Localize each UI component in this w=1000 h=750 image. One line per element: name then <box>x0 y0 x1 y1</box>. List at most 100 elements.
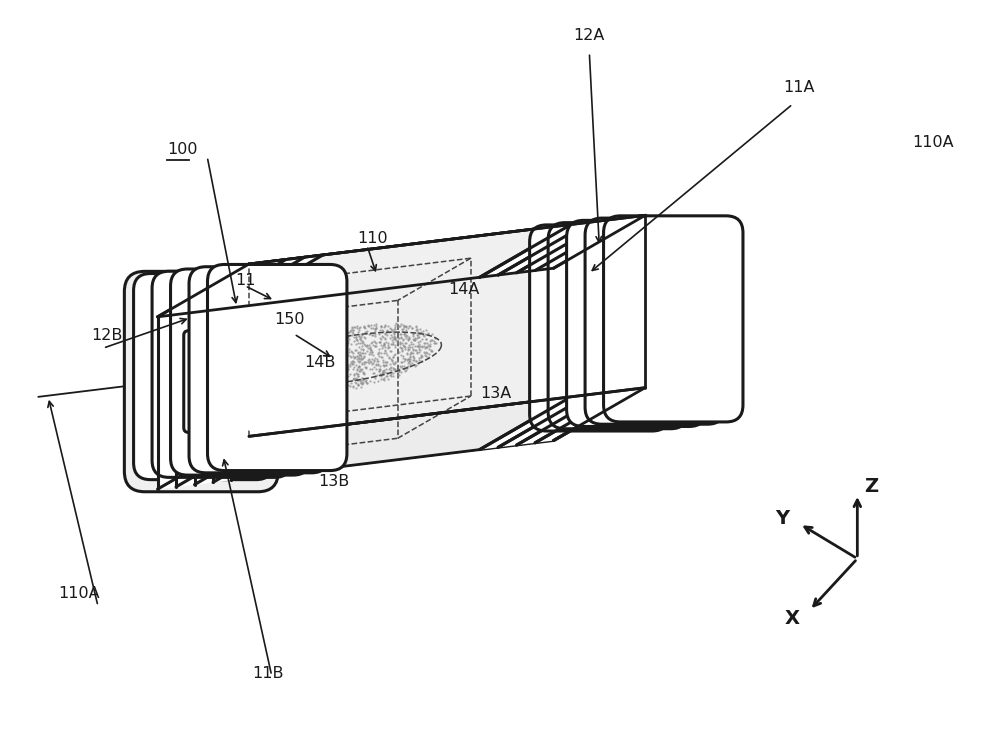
Point <box>323 346 339 358</box>
Point <box>277 364 293 376</box>
Point <box>305 359 321 371</box>
Point <box>426 338 442 350</box>
FancyBboxPatch shape <box>124 272 278 492</box>
Point <box>278 352 294 364</box>
Point <box>295 363 311 375</box>
FancyBboxPatch shape <box>604 216 743 422</box>
Point <box>376 339 392 351</box>
Point <box>288 356 304 368</box>
Point <box>271 370 287 382</box>
Point <box>375 325 391 337</box>
Point <box>383 370 399 382</box>
Point <box>337 328 353 340</box>
Point <box>266 382 282 394</box>
Polygon shape <box>608 217 627 392</box>
Point <box>380 337 396 349</box>
Point <box>295 369 311 381</box>
Polygon shape <box>183 432 287 486</box>
Point <box>329 348 345 360</box>
Point <box>260 361 276 373</box>
Point <box>338 368 354 380</box>
Point <box>357 326 373 338</box>
Point <box>392 338 408 350</box>
Point <box>311 368 327 380</box>
Point <box>409 332 425 344</box>
Point <box>324 340 340 352</box>
Point <box>376 346 392 358</box>
Point <box>361 339 377 351</box>
Point <box>418 333 434 345</box>
Polygon shape <box>571 222 590 397</box>
Point <box>271 367 287 379</box>
Point <box>358 326 374 338</box>
Point <box>306 337 322 349</box>
Point <box>340 361 356 373</box>
Point <box>274 378 290 390</box>
Point <box>390 321 406 333</box>
Point <box>353 377 369 389</box>
Polygon shape <box>176 260 286 314</box>
Point <box>376 321 392 333</box>
Point <box>280 378 296 390</box>
Point <box>375 340 391 352</box>
Point <box>305 369 321 381</box>
Point <box>381 341 397 353</box>
Polygon shape <box>480 222 590 278</box>
Point <box>278 362 294 374</box>
Point <box>277 362 293 374</box>
Point <box>383 338 399 350</box>
Point <box>260 367 276 379</box>
Point <box>321 343 337 355</box>
Point <box>277 361 293 373</box>
Point <box>413 326 429 338</box>
Point <box>305 366 321 378</box>
Point <box>317 354 333 366</box>
Point <box>378 358 394 370</box>
Point <box>419 341 435 353</box>
Point <box>394 342 410 354</box>
Point <box>329 338 345 350</box>
Point <box>352 322 368 334</box>
Point <box>360 341 376 353</box>
Point <box>327 344 343 355</box>
FancyBboxPatch shape <box>171 269 310 475</box>
Point <box>356 358 372 370</box>
Point <box>298 388 314 400</box>
Point <box>307 360 323 372</box>
Point <box>308 376 324 388</box>
Point <box>326 364 342 376</box>
Point <box>394 359 410 371</box>
Point <box>261 376 277 388</box>
Point <box>257 362 273 374</box>
Point <box>352 346 368 358</box>
Point <box>397 327 413 339</box>
Point <box>374 330 390 342</box>
Point <box>400 343 416 355</box>
Point <box>351 353 367 365</box>
Point <box>314 376 330 388</box>
Point <box>370 355 386 367</box>
Point <box>313 329 329 341</box>
Point <box>356 322 372 334</box>
Point <box>335 364 351 376</box>
Point <box>275 382 291 394</box>
Point <box>292 341 308 353</box>
Point <box>348 338 364 350</box>
Point <box>297 335 313 347</box>
Point <box>288 359 304 371</box>
Point <box>285 340 301 352</box>
Point <box>286 371 302 383</box>
Point <box>387 340 403 352</box>
Point <box>406 352 422 364</box>
Point <box>312 355 328 367</box>
Point <box>379 325 395 337</box>
Point <box>298 345 314 357</box>
Point <box>317 345 333 357</box>
Point <box>345 325 361 337</box>
Point <box>306 372 322 384</box>
Point <box>384 324 400 336</box>
Point <box>295 369 311 381</box>
Point <box>331 340 347 352</box>
Point <box>324 351 340 363</box>
Point <box>340 331 356 343</box>
